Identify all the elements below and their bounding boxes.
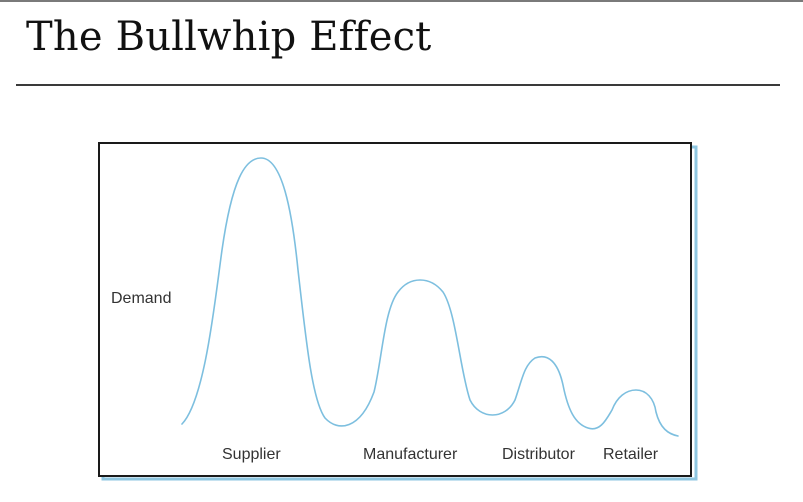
demand-curve [181, 157, 679, 437]
y-axis-label-demand: Demand [111, 290, 171, 307]
top-rule [0, 0, 803, 2]
stage-label-supplier: Supplier [222, 446, 281, 463]
stage-label-manufacturer: Manufacturer [363, 446, 458, 463]
stage-label-distributor: Distributor [502, 446, 576, 463]
diagram-frame [98, 142, 692, 477]
title-divider [16, 84, 780, 86]
stage-label-retailer: Retailer [603, 446, 659, 463]
slide-title: The Bullwhip Effect [26, 14, 432, 60]
